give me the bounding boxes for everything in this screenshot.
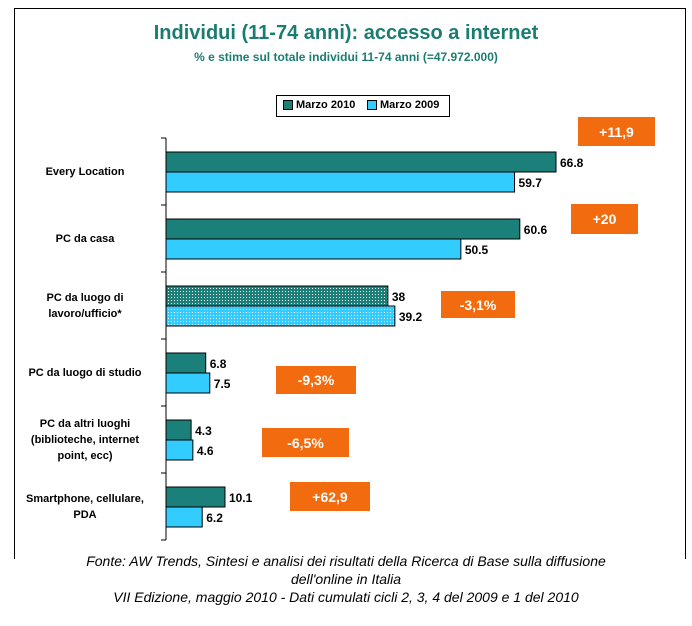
value-label: 7.5 <box>214 377 231 391</box>
value-label: 59.7 <box>519 176 543 190</box>
value-label: 66.8 <box>560 156 584 170</box>
category-label: PC da luogo di studio <box>10 365 160 381</box>
change-badge: +20 <box>571 204 638 234</box>
change-badge: -9,3% <box>276 366 356 394</box>
caption-line-2: dell'online in Italia <box>290 571 402 587</box>
chart-frame <box>14 8 686 559</box>
bar-2009-2 <box>165 305 396 327</box>
change-badge: -6,5% <box>262 428 349 457</box>
bar-2010-4 <box>165 419 192 441</box>
legend-item-2009: Marzo 2009 <box>367 99 439 111</box>
bar-2010-3 <box>165 352 207 374</box>
value-label: 50.5 <box>465 243 489 257</box>
bar-2010-0 <box>165 151 557 173</box>
category-label: PC da altri luoghi (biblioteche, internet… <box>10 416 160 464</box>
bar-2009-1 <box>165 238 462 260</box>
legend-swatch-2009 <box>367 100 377 110</box>
category-label: Every Location <box>10 164 160 180</box>
value-label: 4.3 <box>195 424 212 438</box>
bar-2009-3 <box>165 372 211 394</box>
chart-title: Individui (11-74 anni): accesso a intern… <box>153 22 539 44</box>
change-badge: +11,9 <box>578 117 655 146</box>
legend: Marzo 2010 Marzo 2009 <box>276 95 450 117</box>
category-label-line: lavoro/ufficio* <box>48 308 122 320</box>
legend-label-2009: Marzo 2009 <box>380 99 440 111</box>
legend-label-2010: Marzo 2010 <box>296 99 356 111</box>
chart-subtitle: % e stime sul totale individui 11-74 ann… <box>194 50 498 64</box>
bar-2010-5 <box>165 486 226 508</box>
category-label-line: point, ecc) <box>57 450 113 462</box>
caption-line-3: VII Edizione, maggio 2010 - Dati cumulat… <box>113 589 579 605</box>
change-badge: +62,9 <box>290 482 370 511</box>
category-label: Smartphone, cellulare, PDA <box>10 491 160 523</box>
value-label: 39.2 <box>399 310 423 324</box>
legend-item-2010: Marzo 2010 <box>283 99 355 111</box>
bar-2009-0 <box>165 171 516 193</box>
value-label: 4.6 <box>197 444 214 458</box>
caption-line-1: Fonte: AW Trends, Sintesi e analisi dei … <box>86 553 606 569</box>
value-label: 6.8 <box>210 357 227 371</box>
category-label-line: Smartphone, cellulare, <box>26 493 144 505</box>
value-label: 6.2 <box>206 511 223 525</box>
bar-2010-1 <box>165 218 521 240</box>
category-label: PC da casa <box>10 231 160 247</box>
category-label-line: Every Location <box>45 166 125 178</box>
category-label-line: PC da luogo di studio <box>28 367 142 379</box>
category-label-line: PC da luogo di <box>46 292 124 304</box>
value-label: 60.6 <box>524 223 548 237</box>
category-label: PC da luogo di lavoro/ufficio* <box>10 290 160 322</box>
category-label-line: PC da altri luoghi <box>39 418 131 430</box>
bar-2009-5 <box>165 506 203 528</box>
category-label-line: PC da casa <box>55 233 115 245</box>
category-label-line: PDA <box>73 509 97 521</box>
change-badge: -3,1% <box>441 291 515 318</box>
value-label: 38 <box>392 290 406 304</box>
source-caption: Fonte: AW Trends, Sintesi e analisi dei … <box>0 552 692 606</box>
value-label: 10.1 <box>229 491 253 505</box>
bar-2010-2 <box>165 285 389 307</box>
bar-2009-4 <box>165 439 194 461</box>
legend-swatch-2010 <box>283 100 293 110</box>
category-label-line: (biblioteche, internet <box>30 434 140 446</box>
